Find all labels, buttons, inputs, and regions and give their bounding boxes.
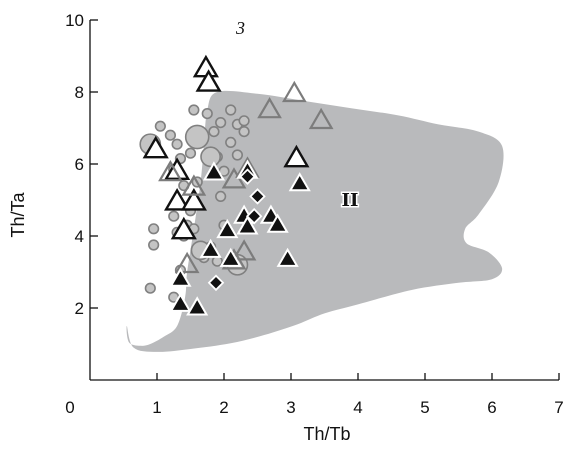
filled-diamond-point — [249, 188, 266, 205]
open-triangle-point — [283, 144, 310, 168]
open-triangle-point — [195, 69, 222, 92]
marks-layer: II — [139, 54, 360, 316]
filled-triangle-point — [216, 218, 239, 239]
circle-point — [231, 149, 243, 161]
x-tick-label: 1 — [152, 398, 161, 417]
gray-triangle-point — [308, 107, 334, 130]
x-tick-label: 0 — [65, 398, 74, 417]
x-axis-title: Th/Tb — [303, 424, 350, 444]
open-triangle-point — [164, 188, 191, 211]
x-tick-label: 7 — [554, 398, 563, 417]
filled-triangle-point — [288, 172, 311, 192]
y-axis-title: Th/Ta — [8, 192, 28, 238]
gray-triangle-point — [257, 97, 282, 119]
circle-point — [225, 104, 237, 116]
filled-triangle-point — [186, 296, 209, 316]
filled-triangle-point — [169, 292, 192, 312]
circle-point — [144, 282, 156, 294]
circle-point — [168, 210, 180, 222]
filled-diamond-point — [245, 207, 263, 225]
filled-triangle-point — [266, 213, 289, 233]
circle-point — [164, 129, 176, 141]
filled-diamond-point — [239, 168, 256, 185]
axes-layer: 0 1 2 3 4 5 6 7 2 4 6 8 10 — [65, 11, 564, 417]
open-triangle-point — [164, 157, 191, 181]
circle-point — [200, 146, 222, 168]
open-triangle-point — [170, 216, 197, 240]
filled-diamond-point — [207, 274, 225, 292]
filled-triangle-point — [236, 215, 259, 235]
x-tick-label: 6 — [487, 398, 496, 417]
open-triangle-point — [142, 135, 169, 159]
circle-point — [238, 115, 250, 127]
x-tick-label: 4 — [353, 398, 362, 417]
circle-point — [208, 126, 220, 138]
gray-triangle-point — [158, 160, 183, 182]
circle-point — [184, 147, 197, 159]
circle-point — [225, 136, 237, 148]
y-tick-label: 4 — [75, 227, 84, 246]
circle-point — [201, 107, 213, 120]
gray-triangle-point — [181, 174, 207, 196]
panel-label: 3 — [235, 18, 245, 38]
circle-point — [215, 116, 227, 129]
circle-point — [148, 239, 160, 251]
circle-point — [154, 120, 166, 132]
y-tick-label: 6 — [75, 155, 84, 174]
x-tick-label: 2 — [219, 398, 228, 417]
y-tick-label: 8 — [75, 83, 84, 102]
circle-point — [148, 223, 160, 235]
circle-point — [184, 124, 210, 150]
x-tick-label: 3 — [286, 398, 295, 417]
gray-triangle-point — [174, 251, 200, 274]
field-ii-label: II — [342, 190, 359, 211]
gray-triangle-point — [281, 80, 307, 103]
filled-triangle-point — [276, 247, 299, 267]
y-tick-label: 2 — [75, 299, 84, 318]
filled-triangle-point — [169, 267, 192, 287]
filled-triangle-point — [199, 238, 222, 258]
x-tick-label: 5 — [420, 398, 429, 417]
y-tick-label: 10 — [65, 11, 84, 30]
gray-triangle-point — [231, 239, 257, 261]
open-triangle-point — [180, 188, 207, 211]
filled-triangle-point — [219, 247, 242, 267]
circle-point — [188, 104, 200, 116]
filled-triangle-point — [202, 161, 226, 181]
circle-point — [238, 126, 250, 138]
circle-point — [171, 138, 183, 150]
open-triangle-point — [192, 54, 219, 78]
circle-point — [215, 190, 227, 202]
